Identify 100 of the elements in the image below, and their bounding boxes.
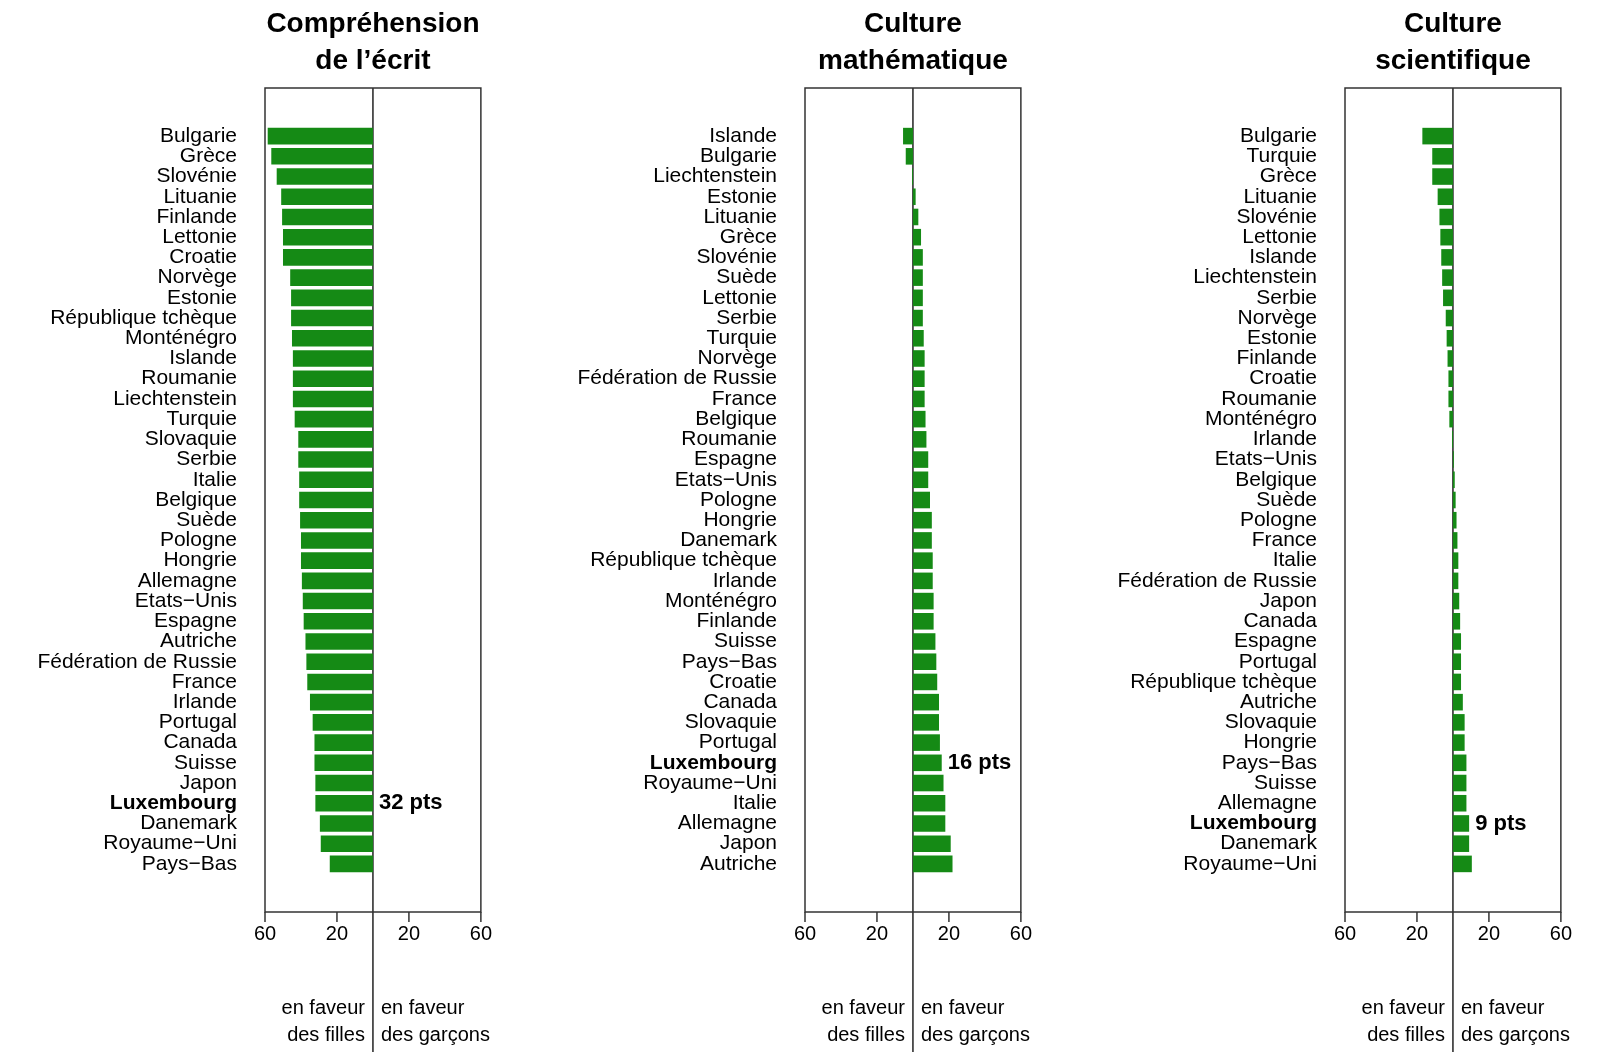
x-tick-label: 20 — [325, 921, 349, 944]
bar — [912, 228, 922, 246]
bar — [912, 188, 916, 206]
bar — [1452, 754, 1467, 772]
text: en faveur des filles — [1361, 995, 1446, 1045]
chart-title: Compréhension de l’écrit — [266, 6, 480, 75]
text: en faveur des filles — [281, 995, 366, 1045]
y-tick-label: Slovaquie — [684, 709, 777, 733]
text: en faveur des garçons — [1460, 995, 1570, 1045]
x-tick-label: 60 — [469, 921, 492, 944]
bar — [912, 734, 940, 751]
y-tick-label: Espagne — [1234, 628, 1317, 652]
bar — [1422, 127, 1453, 145]
bar — [912, 208, 919, 226]
bar — [1441, 249, 1453, 266]
y-tick-label: Islande — [709, 122, 777, 146]
annotation: 9 pts — [1475, 809, 1527, 835]
y-tick-label: Allemagne — [1217, 790, 1317, 814]
bar — [912, 370, 925, 387]
bar — [1452, 673, 1462, 691]
bar — [912, 289, 923, 307]
y-tick-label: République tchèque — [50, 304, 237, 328]
bar — [1439, 208, 1453, 226]
x-tick-label: 60 — [1549, 921, 1572, 944]
x-tick-label: 20 — [937, 921, 961, 944]
x-tick-label: 20 — [1405, 921, 1429, 944]
text: en faveur des garçons — [920, 995, 1030, 1045]
chart-title: Culture scientifique — [1375, 6, 1531, 75]
bar — [1452, 835, 1470, 852]
y-tick-label: République tchèque — [590, 547, 777, 571]
bar — [912, 714, 940, 731]
y-tick-label: Italie — [192, 466, 237, 490]
bar — [1447, 350, 1453, 367]
bar — [1432, 168, 1453, 185]
bar — [912, 693, 940, 711]
annotation: 16 pts — [947, 748, 1012, 774]
y-tick-label: Bulgarie — [1239, 122, 1317, 146]
bar — [912, 653, 937, 671]
bar — [912, 572, 933, 590]
chart-title: Culture mathématique — [818, 6, 1008, 75]
bar — [1452, 815, 1470, 832]
bar — [912, 592, 934, 610]
bar — [1452, 633, 1462, 650]
y-tick-label: Turquie — [706, 325, 777, 349]
bar — [1452, 653, 1462, 671]
text: en faveur des filles — [821, 995, 906, 1045]
y-tick-label: Espagne — [694, 446, 777, 470]
bar — [912, 309, 923, 327]
y-tick-label: Monténégro — [664, 587, 777, 611]
x-tick-label: 60 — [1333, 921, 1357, 944]
bar — [912, 511, 932, 529]
bar — [912, 855, 953, 873]
bar — [1452, 532, 1458, 549]
bar — [912, 835, 951, 852]
y-tick-label: Canada — [703, 688, 778, 712]
bar — [912, 329, 924, 347]
bar — [1442, 269, 1453, 286]
bar — [905, 148, 913, 165]
bar — [912, 410, 926, 428]
x-tick-label: 20 — [397, 921, 421, 944]
x-tick-label: 60 — [253, 921, 277, 944]
bar — [1452, 511, 1457, 529]
x-tick-label: 60 — [1009, 921, 1032, 944]
x-tick-label: 20 — [1477, 921, 1501, 944]
bar — [912, 350, 925, 367]
bar — [1437, 188, 1453, 206]
bar — [1445, 309, 1453, 327]
bar — [1452, 794, 1467, 812]
bar — [1452, 774, 1467, 792]
bar — [1452, 552, 1459, 569]
bar — [912, 774, 944, 792]
text: en faveur des garçons — [380, 995, 490, 1045]
bar — [912, 815, 946, 832]
bar — [1452, 491, 1456, 509]
bar — [1452, 592, 1460, 610]
y-tick-label: Suisse — [1253, 769, 1317, 793]
bar — [912, 471, 929, 489]
y-tick-label: Royaume−Uni — [1183, 850, 1317, 874]
y-tick-label: Pologne — [159, 527, 237, 551]
bar — [912, 613, 934, 630]
bar — [1448, 390, 1453, 408]
bar — [912, 794, 946, 812]
bar — [912, 390, 925, 408]
bar — [1432, 148, 1453, 165]
bar — [1452, 714, 1465, 731]
bar — [1452, 693, 1463, 711]
bar — [912, 269, 923, 286]
y-tick-label: Bulgarie — [159, 122, 237, 146]
bar — [912, 451, 929, 468]
y-tick-label: Espagne — [154, 608, 237, 632]
bar — [1452, 572, 1459, 590]
annotation: 32 pts — [378, 789, 443, 815]
bar — [912, 633, 936, 650]
x-tick-label: 60 — [793, 921, 817, 944]
y-tick-label: Bulgarie — [699, 143, 777, 167]
bar — [1446, 329, 1453, 347]
bar — [912, 532, 932, 549]
bar — [912, 552, 933, 569]
bar — [1443, 289, 1453, 307]
bar — [1452, 734, 1465, 751]
